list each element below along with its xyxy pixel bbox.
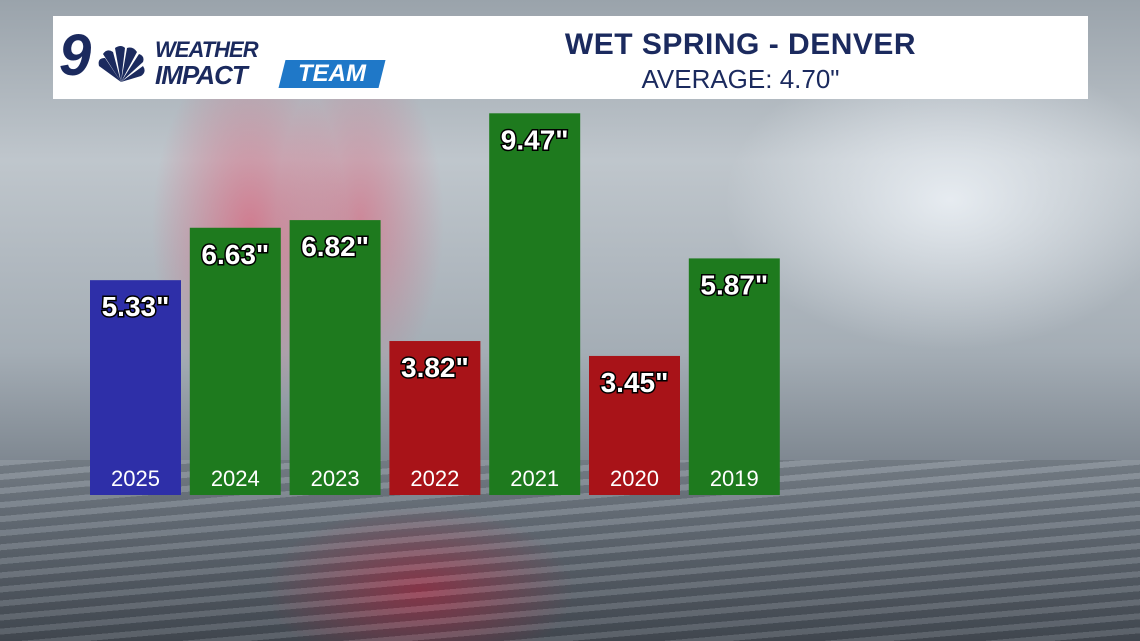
value-label-2020: 3.45" (601, 367, 669, 398)
logo-weather-text: WEATHER (155, 37, 259, 62)
bar-group-2020: 3.45" 2020 (589, 355, 680, 495)
bar-2022 (389, 341, 481, 495)
bar-group-2023: 6.82" 2023 (289, 220, 381, 495)
bar-2023 (289, 220, 381, 495)
value-label-2021: 9.47" (501, 124, 569, 155)
category-label-2025: 2025 (111, 466, 160, 491)
category-label-2021: 2021 (510, 466, 559, 491)
bar-2019 (688, 258, 780, 495)
category-label-2019: 2019 (710, 466, 759, 491)
value-label-2022: 3.82" (401, 352, 469, 383)
bar-group-2021: 9.47" 2021 (489, 113, 581, 495)
chart-subtitle: AVERAGE: 4.70" (641, 64, 840, 94)
category-label-2022: 2022 (410, 466, 459, 491)
value-label-2024: 6.63" (201, 239, 269, 270)
peacock-icon (98, 46, 145, 82)
chart-title: WET SPRING - DENVER (564, 28, 917, 61)
channel-number: 9 (59, 23, 91, 88)
title-banner: 9 WEATHER IMPACT TEAM WET SPRING - DENVE… (53, 16, 1088, 99)
bar-group-2022: 3.82" 2022 (389, 341, 481, 495)
category-label-2020: 2020 (610, 466, 659, 491)
bar-2025 (90, 280, 181, 495)
bar-2021 (489, 113, 581, 495)
category-label-2024: 2024 (211, 466, 260, 491)
bar-2024 (189, 227, 281, 496)
value-label-2025: 5.33" (102, 291, 170, 322)
station-logo: 9 WEATHER IMPACT TEAM (53, 16, 393, 99)
bar-group-2019: 5.87" 2019 (688, 258, 780, 495)
logo-impact-text: IMPACT (155, 60, 248, 90)
bar-2020 (589, 355, 680, 495)
bar-group-2025: 5.33" 2025 (90, 280, 181, 495)
bar-group-2024: 6.63" 2024 (189, 227, 281, 496)
value-label-2023: 6.82" (301, 231, 369, 262)
value-label-2019: 5.87" (700, 269, 768, 300)
category-label-2023: 2023 (311, 466, 360, 491)
